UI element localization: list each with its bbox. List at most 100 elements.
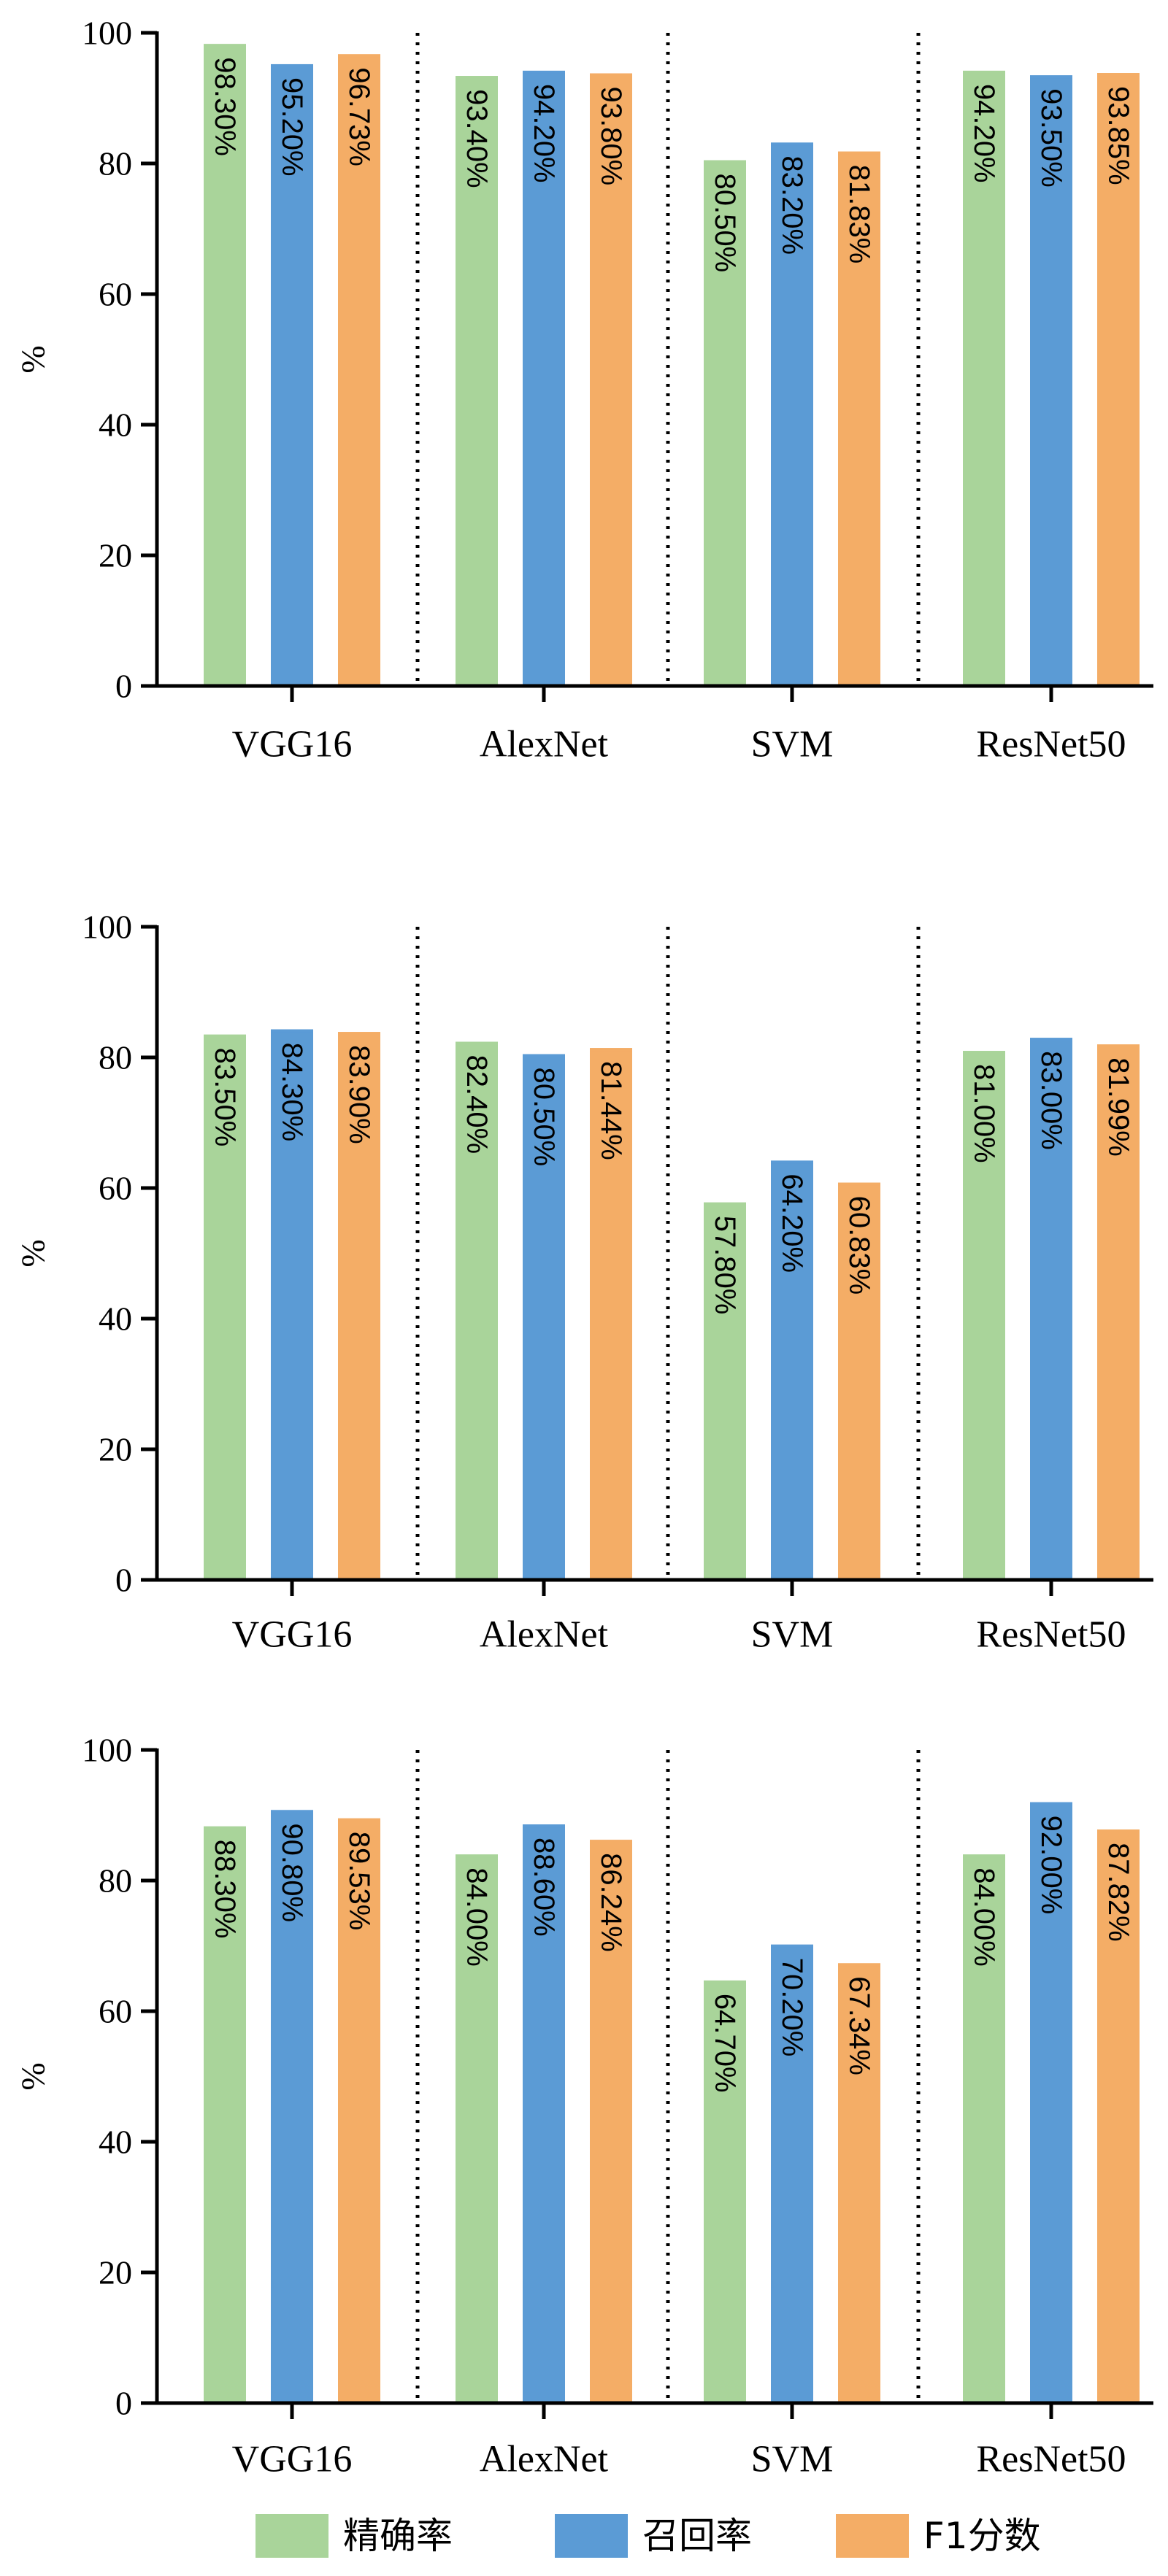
- chart-panel-2: 83.50% 84.30% 83.90% 82.40% 80.50% 81.44% 57.8…: [15, 909, 1153, 1656]
- bar-value-label: 93.85%: [1102, 86, 1134, 185]
- x-tick-label: VGG16: [232, 1614, 353, 1656]
- chart-panel-1: 98.30% 95.20% 96.73% 93.40% 94.20% 93.80% 80.5…: [15, 15, 1153, 766]
- bar-precision: [704, 160, 746, 686]
- bar-value-label: 64.20%: [776, 1173, 808, 1273]
- x-tick-label: SVM: [751, 2439, 834, 2480]
- bar-value-label: 83.20%: [776, 155, 808, 255]
- y-tick-label: 100: [82, 909, 132, 946]
- bar-value-label: 82.40%: [461, 1055, 493, 1154]
- bar-value-label: 57.80%: [709, 1216, 741, 1315]
- bar-value-label: 81.44%: [595, 1061, 627, 1160]
- bar-value-label: 93.80%: [595, 86, 627, 185]
- bar-top-edge: [590, 1840, 632, 1843]
- bar-f1: [838, 1182, 880, 1580]
- bar-value-label: 81.00%: [968, 1064, 1000, 1163]
- bar-recall: [1030, 1802, 1072, 2403]
- y-tick-label: 60: [99, 1993, 132, 2030]
- bar-top-edge: [963, 1854, 1005, 1858]
- y-tick-label: 80: [99, 1862, 132, 1900]
- bar-precision: [204, 1034, 246, 1580]
- y-tick-label: 0: [115, 2385, 132, 2422]
- y-tick-label: 0: [115, 1562, 132, 1599]
- y-axis-label: %: [15, 1239, 52, 1267]
- x-tick-label: ResNet50: [976, 1614, 1126, 1656]
- bar-value-label: 84.00%: [968, 1867, 1000, 1967]
- bar-precision: [963, 1854, 1005, 2403]
- bar-value-label: 80.50%: [528, 1068, 560, 1167]
- bar-precision: [456, 1854, 498, 2403]
- x-tick-label: AlexNet: [480, 1614, 609, 1656]
- y-tick-label: 20: [99, 1431, 132, 1468]
- y-tick-label: 100: [82, 1732, 132, 1769]
- bar-value-label: 93.50%: [1035, 88, 1067, 188]
- bar-top-edge: [1030, 1802, 1072, 1805]
- bar-value-label: 93.40%: [461, 89, 493, 188]
- bar-top-edge: [204, 1826, 246, 1829]
- bar-top-edge: [204, 44, 246, 47]
- bar-value-label: 86.24%: [595, 1853, 627, 1952]
- bar-f1: [590, 1840, 632, 2403]
- y-tick-label: 40: [99, 406, 132, 444]
- bar-recall: [1030, 75, 1072, 687]
- bar-recall: [523, 1824, 565, 2403]
- bar-top-edge: [771, 1944, 813, 1948]
- bar-value-label: 88.60%: [528, 1837, 560, 1937]
- bar-value-label: 95.20%: [276, 77, 308, 177]
- bar-top-edge: [1030, 75, 1072, 79]
- bar-recall: [523, 1054, 565, 1580]
- bar-value-label: 88.30%: [209, 1840, 241, 1939]
- legend-swatch: [256, 2514, 328, 2558]
- y-tick-label: 20: [99, 2254, 132, 2291]
- bar-f1: [590, 73, 632, 687]
- bar-top-edge: [1097, 73, 1140, 77]
- legend-swatch: [555, 2514, 628, 2558]
- chart-panel-3: 88.30% 90.80% 89.53% 84.00% 88.60% 86.24% 64.7…: [15, 1732, 1153, 2480]
- legend-label: 召回率: [642, 2515, 752, 2557]
- bar-recall: [271, 1810, 313, 2403]
- bar-precision: [704, 1202, 746, 1580]
- bar-f1: [838, 151, 880, 686]
- bar-top-edge: [963, 1051, 1005, 1054]
- y-axis-label: %: [15, 2062, 52, 2090]
- bar-precision: [456, 76, 498, 686]
- bar-value-label: 67.34%: [843, 1976, 875, 2075]
- bar-top-edge: [338, 54, 380, 58]
- bar-top-edge: [523, 1054, 565, 1057]
- bar-top-edge: [590, 73, 632, 77]
- bar-top-edge: [590, 1048, 632, 1052]
- bar-top-edge: [838, 1963, 880, 1967]
- y-tick-label: 80: [99, 145, 132, 182]
- bar-top-edge: [838, 151, 880, 155]
- bar-top-edge: [704, 1202, 746, 1206]
- bar-precision: [204, 44, 246, 686]
- bar-precision: [704, 1980, 746, 2403]
- bar-f1: [1097, 1829, 1140, 2403]
- bar-value-label: 84.00%: [461, 1867, 493, 1967]
- bar-recall: [771, 1944, 813, 2403]
- bar-top-edge: [523, 1824, 565, 1828]
- bar-value-label: 92.00%: [1035, 1816, 1067, 1915]
- bar-precision: [963, 1051, 1005, 1580]
- bar-precision: [963, 70, 1005, 686]
- bar-value-label: 98.30%: [209, 57, 241, 156]
- x-tick-label: AlexNet: [480, 2439, 609, 2480]
- x-tick-label: ResNet50: [976, 2439, 1126, 2480]
- legend-swatch: [836, 2514, 909, 2558]
- bar-top-edge: [338, 1818, 380, 1821]
- legend: 精确率 召回率 F1分数: [256, 2514, 1041, 2558]
- bar-top-edge: [1030, 1038, 1072, 1041]
- bar-value-label: 81.83%: [843, 165, 875, 264]
- bar-value-label: 60.83%: [843, 1196, 875, 1295]
- bar-value-label: 83.90%: [343, 1045, 375, 1144]
- bar-f1: [338, 1032, 380, 1580]
- y-tick-label: 60: [99, 1170, 132, 1207]
- bar-f1: [1097, 73, 1140, 687]
- legend-item: F1分数: [836, 2514, 1041, 2558]
- bar-top-edge: [523, 70, 565, 74]
- bar-value-label: 70.20%: [776, 1958, 808, 2057]
- x-tick-label: SVM: [751, 724, 834, 766]
- bar-top-edge: [456, 76, 498, 80]
- bar-top-edge: [704, 160, 746, 163]
- bar-top-edge: [456, 1041, 498, 1045]
- bar-f1: [838, 1963, 880, 2403]
